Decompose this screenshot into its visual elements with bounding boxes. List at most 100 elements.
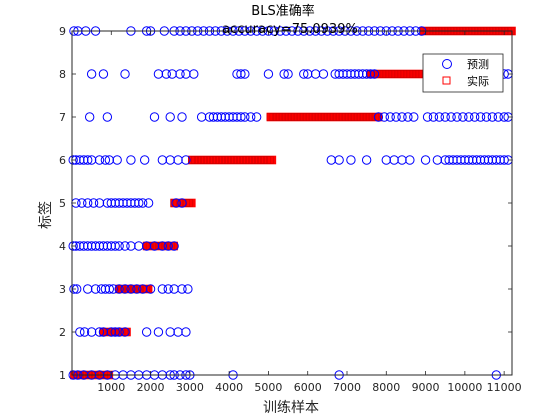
predicted-point: [138, 284, 148, 294]
predicted-point: [98, 69, 109, 79]
predicted-point: [104, 155, 115, 165]
predicted-point: [169, 284, 179, 294]
y-tick-label: 2: [59, 326, 66, 339]
predicted-point: [94, 198, 105, 208]
predicted-point: [444, 155, 454, 165]
predicted-point: [94, 327, 105, 337]
predicted-point: [114, 284, 124, 294]
x-axis-label: 训练样本: [263, 400, 319, 416]
predicted-point: [263, 69, 274, 79]
y-tick-label: 5: [59, 197, 66, 210]
predicted-point: [458, 112, 468, 122]
x-tick-label: 5000: [254, 381, 282, 394]
predicted-point: [104, 284, 115, 294]
legend-box: [422, 53, 504, 93]
y-tick-label: 7: [59, 111, 66, 124]
predicted-point: [120, 327, 130, 337]
predicted-point: [100, 155, 111, 165]
predicted-point: [86, 69, 97, 79]
predicted-point: [114, 198, 124, 208]
predicted-point: [173, 327, 183, 337]
predicted-point: [283, 69, 293, 79]
predicted-point: [108, 284, 118, 294]
predicted-point: [224, 112, 234, 122]
predicted-point: [171, 198, 181, 208]
predicted-point: [440, 112, 450, 122]
predicted-point: [475, 112, 486, 122]
predicted-point: [68, 155, 78, 165]
predicted-point: [79, 241, 89, 251]
predicted-point: [318, 69, 329, 79]
predicted-point: [338, 69, 348, 79]
axis-ticks: 1000 2000 3000 4000 5000 6000 7000 8000 9000 1000…: [59, 25, 522, 394]
predicted-point: [106, 241, 116, 251]
predicted-point: [106, 198, 116, 208]
predicted-point: [208, 112, 219, 122]
predicted-point: [102, 112, 113, 122]
predicted-point: [334, 69, 344, 79]
predicted-point: [373, 112, 384, 122]
predicted-point: [220, 112, 230, 122]
predicted-point: [126, 241, 136, 251]
y-tick-label: 9: [59, 25, 66, 38]
predicted-point: [79, 155, 89, 165]
predicted-point: [114, 241, 124, 251]
predicted-point: [86, 241, 97, 251]
predicted-point: [446, 112, 456, 122]
x-tick-label: 9000: [412, 381, 440, 394]
predicted-point: [428, 112, 439, 122]
predicted-point: [120, 69, 130, 79]
x-tick-label: 1000: [97, 381, 125, 394]
predicted-point: [495, 155, 505, 165]
x-tick-label: 11000: [487, 381, 522, 394]
predicted-point: [98, 241, 109, 251]
predicted-point: [118, 198, 128, 208]
predicted-point: [422, 112, 433, 122]
predicted-point: [330, 69, 340, 79]
predicted-point: [90, 284, 101, 294]
predicted-point: [397, 112, 407, 122]
predicted-point: [491, 155, 501, 165]
predicted-point: [303, 69, 313, 79]
predicted-point: [126, 155, 136, 165]
predicted-point: [361, 155, 372, 165]
predicted-point: [240, 112, 250, 122]
predicted-point: [84, 112, 95, 122]
actual-segment: [366, 69, 428, 79]
predicted-point: [448, 155, 458, 165]
predicted-point: [350, 69, 360, 79]
predicted-point: [149, 112, 160, 122]
predicted-point: [299, 69, 309, 79]
x-tick-label: 2000: [137, 381, 165, 394]
predicted-point: [139, 155, 150, 165]
predicted-point: [175, 69, 185, 79]
predicted-point: [165, 155, 175, 165]
predicted-point: [114, 327, 124, 337]
predicted-point: [88, 198, 99, 208]
predicted-point: [464, 155, 474, 165]
predicted-point: [83, 241, 93, 251]
x-tick-label: 4000: [215, 381, 243, 394]
actual-segment: [170, 198, 196, 208]
x-tick-label: 8000: [372, 381, 400, 394]
predicted-point: [389, 155, 399, 165]
predicted-point: [440, 155, 450, 165]
predicted-point: [409, 112, 419, 122]
predicted-point: [479, 155, 490, 165]
predicted-point: [177, 198, 187, 208]
x-tick-label: 7000: [333, 381, 361, 394]
predicted-point: [216, 112, 226, 122]
predicted-point: [420, 155, 431, 165]
actual-marker: [374, 113, 383, 121]
y-axis-label: 标签: [37, 201, 54, 229]
predicted-point: [153, 327, 164, 337]
predicted-point: [169, 241, 179, 251]
predicted-point: [468, 155, 478, 165]
predicted-point: [134, 241, 144, 251]
predicted-point: [126, 198, 136, 208]
predicted-point: [246, 112, 256, 122]
predicted-point: [346, 69, 356, 79]
predicted-point: [493, 112, 503, 122]
predicted-point: [120, 241, 130, 251]
